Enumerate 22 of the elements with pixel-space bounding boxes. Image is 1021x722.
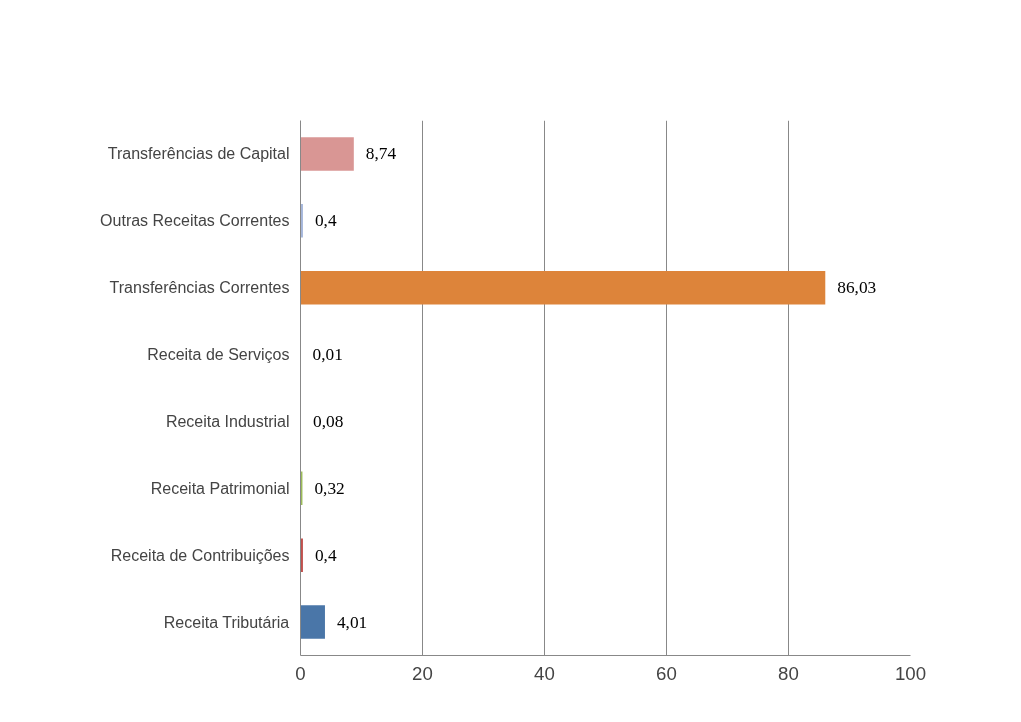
data-label: 0,32 xyxy=(314,478,345,498)
x-tick-label: 80 xyxy=(778,662,799,684)
y-tick-label: Receita de Contribuições xyxy=(110,546,290,564)
x-tick-label: 60 xyxy=(656,662,677,684)
y-tick-label: Transferências Correntes xyxy=(109,279,290,297)
x-tick-label: 20 xyxy=(412,662,433,684)
data-label: 0,4 xyxy=(314,211,337,231)
y-tick-label: Receita de Serviços xyxy=(147,346,290,364)
data-label: 0,08 xyxy=(312,411,344,431)
data-label: 86,03 xyxy=(837,278,877,298)
y-tick-label: Outras Receitas Correntes xyxy=(100,212,290,230)
data-label: 8,74 xyxy=(365,144,397,164)
x-tick-label: 40 xyxy=(534,662,555,684)
y-tick-label: Receita Tributária xyxy=(163,613,290,631)
y-tick-label: Transferências de Capital xyxy=(107,145,290,163)
x-tick-label: 100 xyxy=(894,662,927,684)
x-tick-label: 0 xyxy=(295,662,306,684)
data-label: 0,4 xyxy=(314,545,337,565)
y-tick-label: Receita Patrimonial xyxy=(150,479,290,497)
data-label: 4,01 xyxy=(336,612,368,632)
y-tick-label: Receita Industrial xyxy=(165,412,290,430)
data-label: 0,01 xyxy=(312,345,343,365)
